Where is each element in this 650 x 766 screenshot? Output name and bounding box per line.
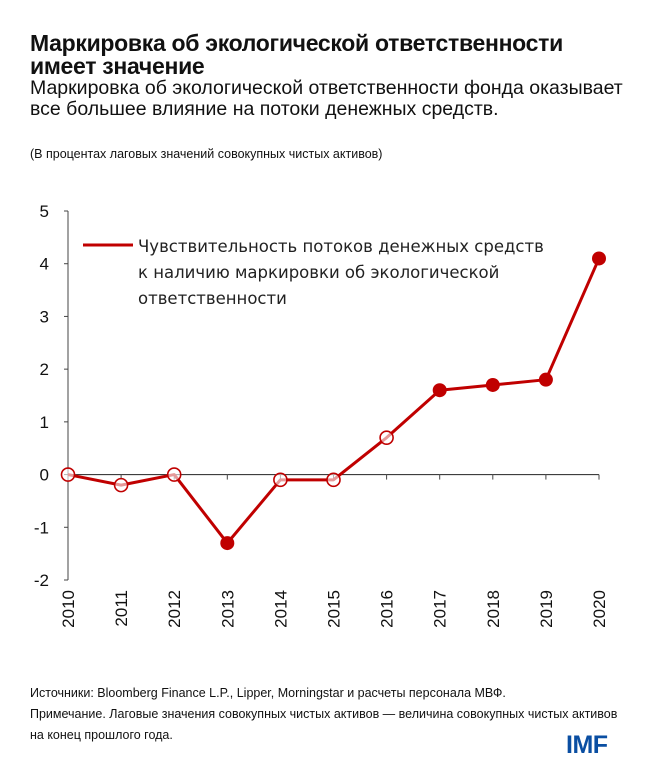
footer: Источники: Bloomberg Finance L.P., Lippe… [30,683,630,746]
y-tick-label: 2 [40,360,49,379]
data-point-open [60,467,76,482]
y-tick-label: 0 [40,466,49,485]
data-point-open [113,477,129,493]
x-tick-label: 2011 [112,590,131,627]
data-point-open [166,467,182,482]
data-point-open [273,472,288,488]
data-point-filled [432,383,447,398]
data-point-filled [220,536,235,551]
x-tick-label: 2015 [325,590,344,628]
data-point-filled [538,372,553,387]
data-point-filled [485,377,500,392]
legend-label: ответственности [138,289,287,308]
y-tick-label: -2 [34,571,49,590]
sources-text: Источники: Bloomberg Finance L.P., Lippe… [30,686,506,700]
data-point-open [326,472,341,488]
x-tick-label: 2016 [378,590,397,628]
legend-label: к наличию маркировки об экологической [138,263,499,282]
chart-units: (В процентах лаговых значений совокупных… [30,147,383,161]
y-tick-label: 5 [40,202,49,221]
x-tick-label: 2010 [59,590,78,628]
x-tick-label: 2020 [590,590,609,628]
y-tick-label: 4 [40,255,49,274]
x-tick-label: 2019 [537,590,556,628]
data-point-open [379,430,394,445]
imf-logo: IMF [566,731,608,759]
chart-subtitle: Маркировка об экологической ответственно… [30,77,623,120]
data-point-filled [592,251,606,266]
y-tick-label: -1 [34,518,49,537]
x-tick-label: 2013 [218,590,237,628]
y-tick-label: 1 [40,413,49,432]
x-tick-label: 2012 [165,590,184,628]
x-tick-label: 2018 [484,590,503,628]
y-tick-label: 3 [40,307,49,326]
legend-label: Чувствительность потоков денежных средст… [138,237,544,256]
chart-title: Маркировка об экологической ответственно… [30,30,563,79]
x-tick-label: 2014 [271,590,290,628]
note-text: Примечание. Лаговые значения совокупных … [30,707,618,742]
x-tick-label: 2017 [431,590,450,628]
